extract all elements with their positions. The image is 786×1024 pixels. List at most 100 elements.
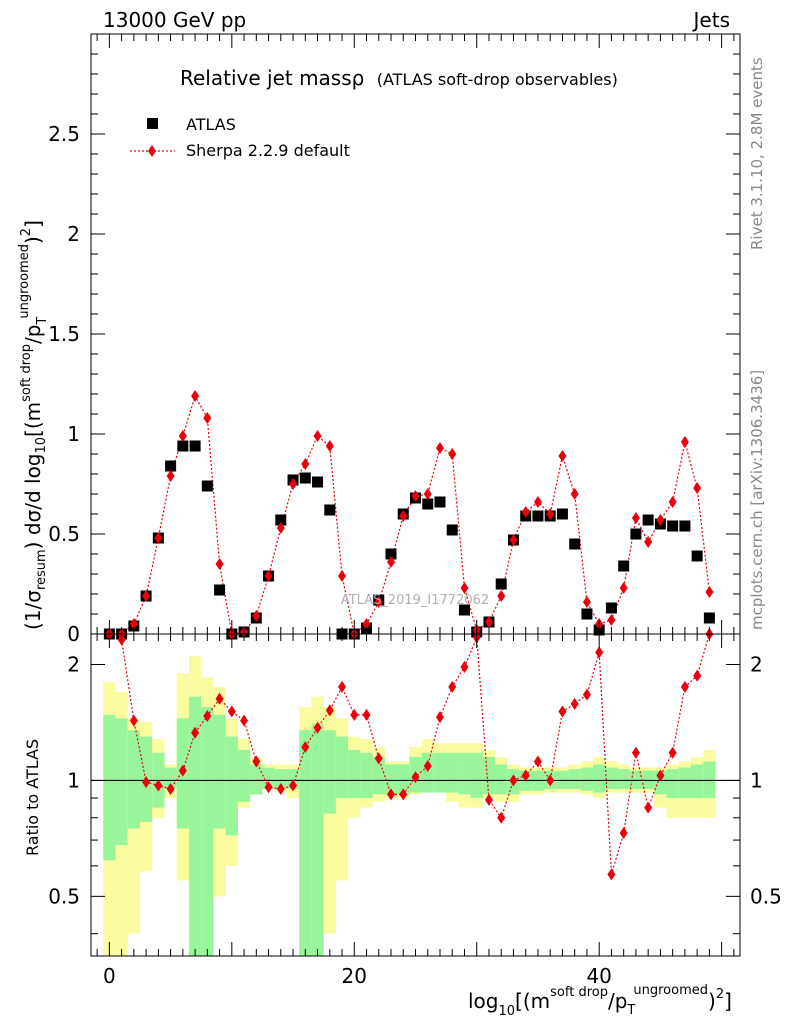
x-tick-label: 40 <box>586 964 611 988</box>
y-tick-label-main: 0 <box>67 622 80 646</box>
ratio-point <box>325 704 334 717</box>
sherpa-point <box>631 512 640 524</box>
ratio-band-inner <box>580 767 594 791</box>
atlas-point <box>446 524 458 536</box>
sherpa-point <box>154 532 163 544</box>
ratio-point <box>693 669 702 682</box>
ratio-band-inner <box>568 769 581 789</box>
atlas-point <box>434 496 446 508</box>
sherpa-point <box>619 582 628 594</box>
atlas-point <box>275 514 287 526</box>
ratio-point <box>387 788 396 801</box>
ratio-band-inner <box>703 761 716 799</box>
x-tick-label: 0 <box>103 964 116 988</box>
ratio-point <box>264 781 273 794</box>
atlas-point <box>495 578 507 590</box>
atlas-point <box>569 538 581 550</box>
ratio-band-inner <box>605 767 618 789</box>
y-tick-label-ratio: 1 <box>67 768 80 792</box>
sherpa-point <box>546 508 555 520</box>
ratio-band-inner <box>103 714 116 861</box>
ratio-band-inner <box>372 757 385 795</box>
sherpa-point <box>142 590 151 602</box>
atlas-point <box>667 520 679 532</box>
ratio-band-inner <box>274 769 287 789</box>
sherpa-point <box>411 490 420 502</box>
atlas-point <box>703 612 715 624</box>
analysis-watermark: ATLAS_2019_I1772062 <box>341 593 489 608</box>
ratio-band-inner <box>617 769 630 789</box>
legend: ATLAS Sherpa 2.2.9 default <box>130 115 350 160</box>
sherpa-point <box>460 582 469 594</box>
sherpa-point <box>215 558 224 570</box>
main-plot-series <box>103 390 715 640</box>
ratio-point <box>570 697 579 710</box>
y-axis-label-ratio: Ratio to ATLAS <box>23 739 42 856</box>
sherpa-point <box>191 390 200 402</box>
ratio-band-inner <box>127 730 140 829</box>
ratio-point <box>215 692 224 705</box>
y-tick-label-ratio-right: 2 <box>750 652 763 676</box>
ratio-point <box>521 769 530 782</box>
sherpa-point <box>325 440 334 452</box>
atlas-point <box>605 602 617 614</box>
ratio-point <box>644 801 653 814</box>
ratio-point <box>558 705 567 718</box>
ratio-point <box>435 711 444 724</box>
ratio-band-inner <box>201 707 214 956</box>
y-tick-label-ratio-right: 1 <box>750 768 763 792</box>
ratio-band-inner <box>299 730 312 956</box>
sherpa-point <box>705 586 714 598</box>
ratio-point <box>668 746 677 759</box>
sherpa-point <box>484 616 493 628</box>
ratio-point <box>301 741 310 754</box>
ratio-band-inner <box>250 764 263 795</box>
ratio-point <box>448 680 457 693</box>
sherpa-point <box>680 436 689 448</box>
sherpa-point <box>129 618 138 630</box>
ratio-point <box>546 774 555 787</box>
ratio-point <box>350 708 359 721</box>
ratio-point <box>656 769 665 782</box>
ratio-point <box>411 771 420 784</box>
ratio-point <box>191 726 200 739</box>
ratio-point <box>619 827 628 840</box>
plot-title-main: Relative jet massρ <box>180 66 364 90</box>
atlas-point <box>312 476 324 488</box>
atlas-point <box>679 520 691 532</box>
sherpa-point <box>570 488 579 500</box>
ratio-point <box>178 764 187 777</box>
sherpa-point <box>607 614 616 626</box>
ratio-point <box>129 714 138 727</box>
legend-marker-atlas <box>147 118 158 129</box>
atlas-point <box>214 584 226 596</box>
ratio-band-inner <box>397 764 410 795</box>
ratio-point <box>154 779 163 792</box>
y-tick-label-main: 1 <box>67 422 80 446</box>
y-tick-label-main: 2.5 <box>48 122 80 146</box>
sherpa-point <box>374 596 383 608</box>
header-left: 13000 GeV pp <box>103 8 246 32</box>
sherpa-point <box>668 496 677 508</box>
x-tick-label: 20 <box>342 964 367 988</box>
atlas-point <box>324 504 336 516</box>
ratio-point <box>484 793 493 806</box>
sherpa-point <box>435 442 444 454</box>
sherpa-point <box>362 618 371 630</box>
sherpa-point <box>656 514 665 526</box>
ratio-band-inner <box>311 724 324 956</box>
ratio-plot-series <box>117 628 714 881</box>
ratio-band-inner <box>678 767 692 799</box>
y-tick-label-ratio: 0.5 <box>48 884 80 908</box>
atlas-point <box>177 440 189 452</box>
ratio-point <box>252 755 261 768</box>
atlas-point <box>581 608 593 620</box>
ratio-band-inner <box>691 764 704 799</box>
ratio-point <box>362 708 371 721</box>
ratio-band-inner <box>213 714 226 829</box>
ratio-point <box>313 721 322 734</box>
ratio-point <box>240 714 249 727</box>
legend-label-atlas: ATLAS <box>186 115 236 134</box>
sherpa-point <box>203 412 212 424</box>
